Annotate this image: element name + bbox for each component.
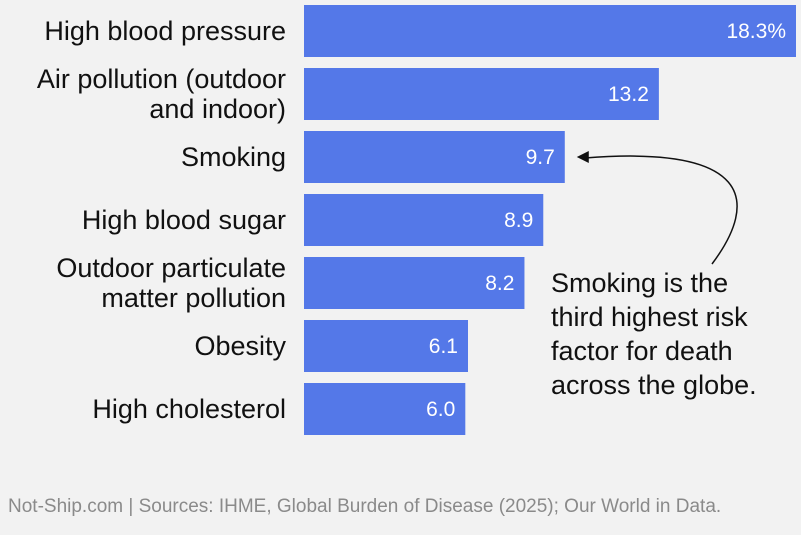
- category-label-1-line-0: Air pollution (outdoor: [37, 64, 286, 94]
- annotation-line-1: third highest risk: [551, 302, 748, 332]
- bar-5: [304, 320, 468, 372]
- category-label-6: High cholesterol: [92, 394, 286, 424]
- category-label-3: High blood sugar: [82, 205, 286, 235]
- bar-0: [304, 5, 796, 57]
- annotation-line-0: Smoking is the: [551, 268, 728, 298]
- value-label-5: 6.1: [429, 335, 458, 358]
- value-label-6: 6.0: [426, 398, 455, 421]
- category-label-1-line-1: and indoor): [149, 94, 286, 124]
- category-label-2: Smoking: [181, 142, 286, 172]
- bar-1: [304, 68, 659, 120]
- value-label-1: 13.2: [608, 83, 649, 106]
- value-label-0: 18.3%: [726, 20, 786, 43]
- annotation-arrow-line: [584, 155, 738, 265]
- annotation-line-3: across the globe.: [551, 370, 757, 400]
- bar-3: [304, 194, 544, 246]
- bar-6: [304, 383, 466, 435]
- bar-2: [304, 131, 565, 183]
- value-label-4: 8.2: [485, 272, 514, 295]
- source-note: Not-Ship.com | Sources: IHME, Global Bur…: [8, 496, 722, 517]
- bar-4: [304, 257, 525, 309]
- value-label-3: 8.9: [504, 209, 533, 232]
- annotation-line-2: factor for death: [551, 336, 733, 366]
- value-label-2: 9.7: [526, 146, 555, 169]
- category-label-4-line-0: Outdoor particulate: [56, 253, 286, 283]
- category-label-0: High blood pressure: [44, 16, 286, 46]
- category-label-4-line-1: matter pollution: [101, 283, 286, 313]
- category-label-5: Obesity: [194, 331, 286, 361]
- bar-chart: 18.3% High blood pressure 13.2 Air pollutio…: [37, 5, 796, 435]
- annotation-arrowhead: [576, 151, 589, 163]
